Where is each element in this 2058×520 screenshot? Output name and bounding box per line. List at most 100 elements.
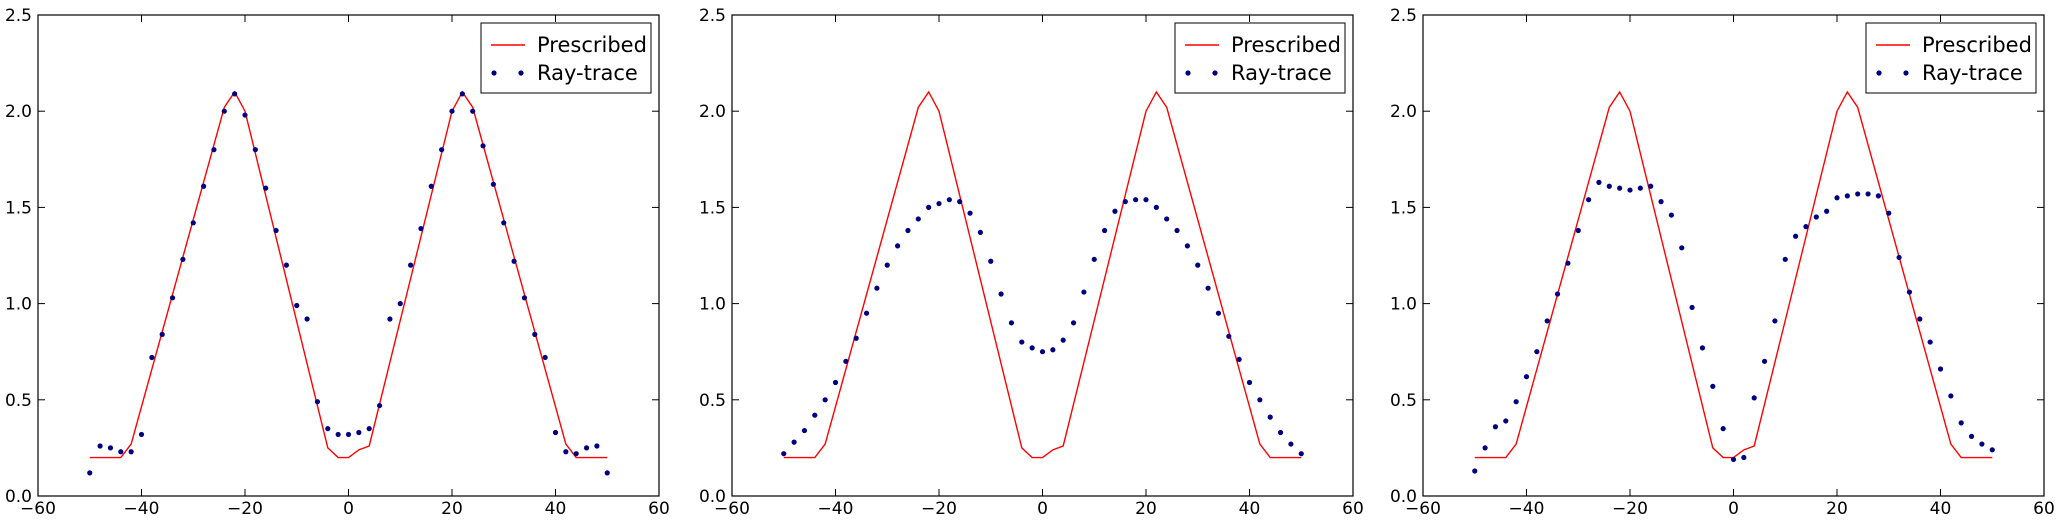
legend-label: Ray-trace — [1922, 61, 2023, 85]
legend: Prescribed Ray-trace — [1174, 22, 1346, 94]
legend-swatch-dot — [1903, 70, 1909, 76]
ray-trace-point — [1060, 337, 1066, 343]
ray-trace-point — [480, 143, 486, 149]
ray-trace-point — [366, 426, 372, 432]
ray-trace-point — [552, 429, 559, 436]
x-tick-label: −40 — [818, 499, 854, 519]
ray-trace-point — [201, 183, 207, 189]
y-tick-label: 2.5 — [1390, 6, 1417, 26]
ray-trace-point — [1813, 214, 1819, 220]
ray-trace-point — [926, 204, 932, 210]
ray-trace-point — [967, 210, 973, 216]
ray-trace-point — [1482, 445, 1488, 451]
x-tick-label: −40 — [1509, 499, 1545, 519]
ray-trace-point — [1948, 393, 1954, 399]
y-tick-label: 0.5 — [699, 391, 726, 411]
ray-trace-point — [1081, 289, 1087, 295]
ray-trace-point — [304, 316, 310, 322]
ray-trace-point — [1989, 447, 1995, 453]
ray-trace-point — [1958, 420, 1964, 426]
ray-trace-point — [1503, 418, 1509, 424]
ray-trace-point — [128, 449, 134, 455]
ray-trace-point — [211, 147, 217, 153]
ray-trace-point — [439, 147, 445, 153]
y-tick-label: 1.0 — [699, 295, 726, 315]
legend-label: Prescribed — [1922, 33, 2032, 57]
chart-panel-1: −60 −40 −20 0 20 40 60 0.0 0.5 1.0 1.5 2.0 2.5 Prescr… — [5, 6, 670, 519]
y-tick-label: 0.0 — [699, 487, 726, 507]
ray-trace-point — [470, 108, 476, 114]
ray-trace-point — [314, 399, 321, 405]
legend-label: Prescribed — [537, 33, 647, 57]
legend-label: Ray-trace — [1231, 61, 1332, 85]
legend-swatch-dot — [1876, 70, 1882, 76]
ray-trace-point — [1153, 204, 1159, 210]
ray-trace-point — [1112, 208, 1118, 214]
ray-trace-point — [325, 426, 331, 432]
ray-trace-point — [1927, 339, 1933, 345]
ray-trace-point — [1143, 197, 1149, 203]
x-tick-label: 20 — [441, 499, 463, 519]
legend: Prescribed Ray-trace — [1865, 22, 2037, 94]
ray-trace-point — [1689, 304, 1695, 311]
ray-trace-point — [1741, 454, 1747, 461]
ray-trace-point — [853, 335, 859, 341]
ray-trace-point — [1534, 349, 1540, 355]
ray-trace-point — [1668, 212, 1674, 218]
ray-trace-point — [1298, 451, 1304, 457]
y-tick-label: 2.0 — [699, 102, 726, 122]
ray-trace-point — [884, 262, 890, 268]
ray-trace-point — [190, 220, 196, 226]
x-tick-label: −20 — [921, 499, 957, 519]
ray-trace-point — [604, 470, 610, 476]
ray-trace-point — [1658, 199, 1664, 205]
ray-trace-point — [459, 91, 465, 97]
ray-trace-point — [905, 227, 911, 234]
y-tick-label: 1.5 — [5, 198, 32, 218]
ray-trace-point — [863, 310, 870, 316]
ray-trace-point — [1906, 289, 1913, 295]
ray-trace-point — [874, 285, 880, 291]
ray-trace-point — [1277, 429, 1284, 436]
series-line-prescribed — [783, 90, 1302, 459]
ray-trace-point — [1091, 256, 1097, 262]
ray-trace-point — [1122, 199, 1128, 205]
ray-trace-point — [335, 431, 341, 438]
ray-trace-point — [1523, 374, 1530, 380]
ray-trace-point — [946, 197, 952, 203]
ray-trace-point — [1637, 185, 1643, 191]
legend-swatch-dot — [518, 70, 524, 76]
ray-trace-point — [1834, 195, 1840, 201]
ray-trace-point — [1751, 395, 1757, 401]
ray-trace-point — [1710, 383, 1716, 389]
ray-trace-point — [998, 291, 1004, 297]
ray-trace-point — [1205, 285, 1211, 291]
x-tick-label: 20 — [1826, 499, 1848, 519]
ray-trace-point — [1164, 216, 1170, 222]
ray-trace-point — [408, 262, 414, 268]
y-tick-label: 0.0 — [1390, 487, 1417, 507]
y-tick-label: 1.5 — [1390, 198, 1417, 218]
x-tick-label: 60 — [1342, 499, 1364, 519]
ray-trace-point — [1968, 433, 1975, 439]
ray-trace-point — [1226, 333, 1232, 339]
plot-frame — [37, 14, 660, 497]
ray-trace-point — [895, 243, 901, 249]
ray-trace-point — [376, 402, 383, 409]
ray-trace-point — [915, 216, 921, 222]
legend-label: Ray-trace — [537, 61, 638, 85]
ray-trace-point — [263, 185, 269, 191]
ray-trace-point — [232, 91, 238, 97]
series-line-prescribed — [89, 90, 608, 459]
ray-trace-point — [1730, 456, 1737, 463]
ray-trace-point — [1133, 197, 1139, 203]
x-tick-label: 20 — [1135, 499, 1157, 519]
ray-trace-point — [832, 379, 839, 386]
ray-trace-point — [1257, 397, 1263, 403]
ray-trace-point — [428, 183, 434, 189]
plot-frame — [1422, 14, 2045, 497]
y-tick-label: 1.0 — [5, 295, 32, 315]
ray-trace-point — [1029, 345, 1035, 351]
x-tick-label: 0 — [343, 499, 354, 519]
ray-trace-point — [1596, 179, 1602, 185]
